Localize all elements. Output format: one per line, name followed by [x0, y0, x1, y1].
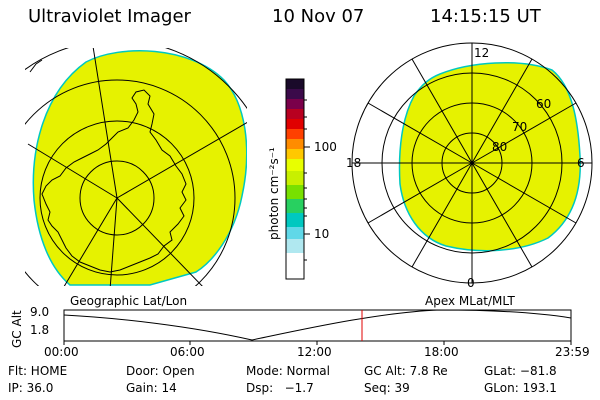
colorbar-unit-label: photon cm⁻²s⁻¹: [267, 147, 281, 240]
mlt-label-12: 12: [474, 46, 490, 60]
mode-status: Mode: Normal: [246, 364, 330, 378]
colorbar: [285, 78, 310, 280]
orbit-xtick: 18:00: [424, 345, 459, 359]
dsp-value: Dsp: −1.7: [246, 381, 314, 395]
antarctica-coastline: [41, 89, 187, 273]
orbit-xtick: 12:00: [297, 345, 332, 359]
geo-grid: [25, 48, 247, 286]
mlat-label-80: 80: [492, 140, 508, 154]
door-status: Door: Open: [126, 364, 195, 378]
mlt-label-6: 6: [577, 156, 585, 170]
mlt-label-0: 0: [467, 276, 475, 290]
mlat-label-60: 60: [536, 97, 552, 111]
geo-panel: [25, 48, 247, 286]
arc-mark: [29, 59, 43, 73]
time-label: 14:15:15 UT: [430, 6, 541, 27]
orbit-xtick: 06:00: [170, 345, 205, 359]
flight-mode: Flt: HOME: [8, 364, 68, 378]
geo-auroral-image: [32, 50, 247, 286]
orbit-ytick-min: 1.8: [30, 323, 50, 337]
colorbar-tick-100: 100: [314, 140, 337, 154]
orbit-plot: [63, 309, 572, 345]
gain-value: Gain: 14: [126, 381, 177, 395]
orbit-xtick: 23:59: [555, 345, 590, 359]
orbit-ylabel: GC Alt: [10, 310, 24, 348]
geographic-latitude: GLat: −81.8: [484, 364, 557, 378]
mag-auroral-image: [398, 62, 581, 252]
mlt-label-18: 18: [346, 156, 362, 170]
geographic-longitude: GLon: 193.1: [484, 381, 557, 395]
colorbar-tick-10: 10: [314, 227, 330, 241]
gc-altitude: GC Alt: 7.8 Re: [364, 364, 448, 378]
instrument-title: Ultraviolet Imager: [28, 6, 191, 27]
geo-panel-label: Geographic Lat/Lon: [70, 294, 188, 308]
orbit-ytick-max: 9.0: [30, 305, 50, 319]
orbit-xtick: 00:00: [44, 345, 79, 359]
sequence-number: Seq: 39: [364, 381, 410, 395]
mlat-label-70: 70: [512, 120, 528, 134]
mag-panel: [351, 42, 593, 284]
mag-grid: [351, 42, 593, 284]
mag-panel-label: Apex MLat/MLT: [425, 294, 515, 308]
date-label: 10 Nov 07: [272, 6, 365, 27]
gc-altitude-curve: [64, 310, 571, 341]
ip-value: IP: 36.0: [8, 381, 54, 395]
